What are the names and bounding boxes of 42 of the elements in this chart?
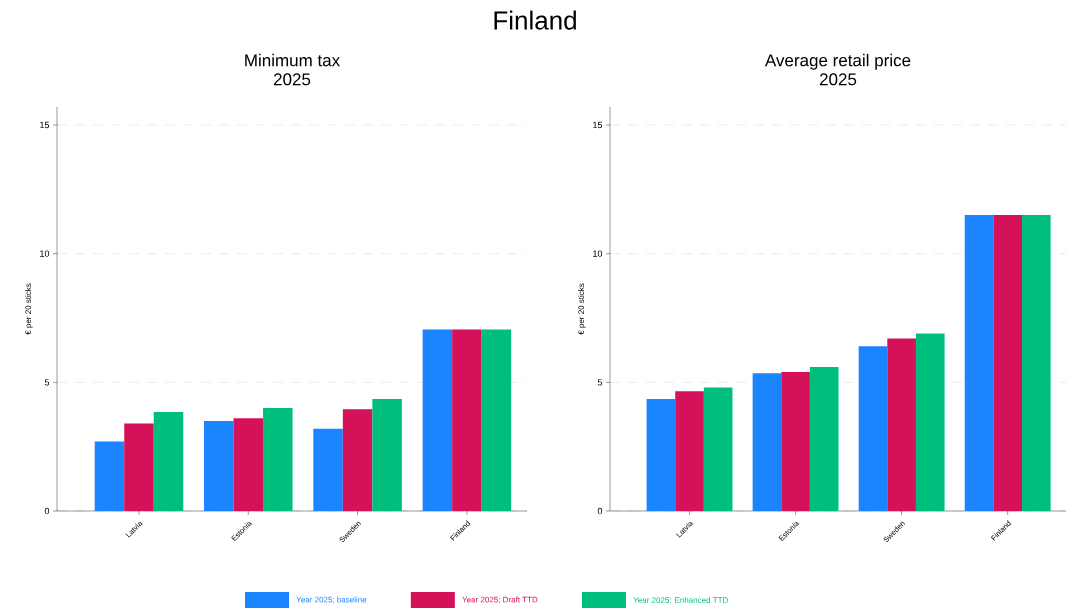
text: Year 2025: Enhanced TTD: [633, 597, 728, 603]
y-tick-label: 5: [597, 379, 603, 386]
bar: [481, 329, 512, 511]
y-tick-label: 10: [593, 250, 603, 257]
bar: [263, 408, 293, 511]
y-tick-label: 15: [40, 121, 50, 129]
y-axis-title: € per 20 sticks: [578, 283, 586, 335]
bar: [233, 418, 264, 511]
y-tick-label: 5: [44, 379, 50, 386]
bar: [1021, 215, 1051, 511]
bar: [422, 329, 453, 511]
text: Year 2025; Draft TTD: [462, 596, 538, 604]
bar: [94, 441, 125, 511]
bar: [964, 215, 994, 511]
bar: [342, 409, 373, 511]
chart-subtitle: 2025: [273, 73, 311, 86]
bar: [752, 373, 782, 511]
y-tick-label: 0: [44, 507, 50, 515]
bar: [809, 366, 839, 511]
bar: [452, 329, 482, 511]
y-axis-title: € per 20 sticks: [25, 283, 33, 335]
bar: [313, 428, 343, 511]
bar: [703, 387, 733, 511]
bar: [675, 391, 704, 511]
chart-title: Minimum tax: [245, 53, 340, 67]
chart-subtitle: 2025: [819, 73, 857, 86]
bar: [915, 333, 945, 511]
bar: [124, 423, 154, 511]
text: Finland: [494, 10, 576, 30]
y-tick-label: 10: [40, 250, 50, 257]
bar: [646, 399, 676, 511]
bar: [781, 372, 810, 511]
bar: [993, 215, 1022, 511]
chart-title: Average retail price: [764, 53, 911, 70]
bar: [204, 420, 234, 511]
bar: [858, 346, 888, 511]
bar: [153, 411, 184, 511]
bar: [372, 399, 402, 511]
y-tick-label: 15: [593, 121, 603, 129]
bar: [887, 338, 916, 511]
y-tick-label: 0: [597, 507, 603, 515]
text: Year 2025; baseline: [296, 596, 367, 604]
